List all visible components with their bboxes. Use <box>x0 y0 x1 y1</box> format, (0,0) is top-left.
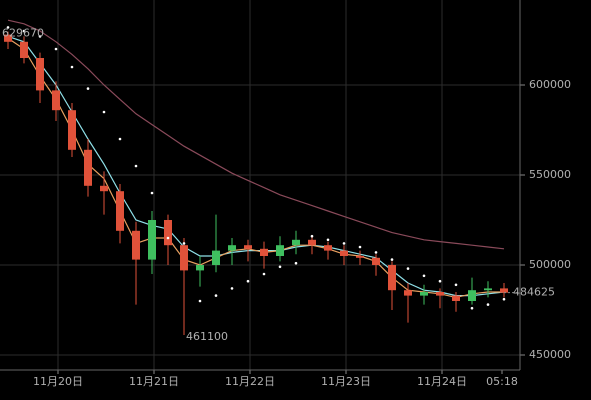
sar-dot <box>230 287 234 290</box>
x-tick-label: 11月20日 <box>33 375 83 388</box>
candle-body <box>388 265 396 291</box>
sar-dot <box>326 238 330 242</box>
candle-body <box>260 248 268 257</box>
sar-dot <box>70 65 74 69</box>
candle-body <box>212 250 220 266</box>
min-price-label: 461100 <box>186 330 228 343</box>
candle-body <box>180 245 188 271</box>
sar-dot <box>470 306 474 310</box>
candle-body <box>452 295 460 302</box>
sar-dot <box>22 29 26 33</box>
sar-dot <box>198 299 202 303</box>
moving-average <box>7 35 505 297</box>
sar-dot <box>406 267 410 270</box>
candle-body <box>356 256 364 258</box>
sar-dot <box>294 261 298 265</box>
candle-body <box>36 57 44 91</box>
candle-body <box>20 41 28 58</box>
sar-dot <box>150 191 154 195</box>
candle-body <box>116 191 124 231</box>
candle-body <box>340 250 348 257</box>
sar-dot <box>278 265 282 269</box>
y-tick-label: 600000 <box>529 78 571 91</box>
sar-dot <box>262 272 266 276</box>
candle-body <box>84 149 92 186</box>
candle-body <box>148 220 156 260</box>
candle-body <box>244 245 252 249</box>
sar-dot <box>502 297 506 301</box>
x-tick-label: 11月21日 <box>129 375 179 388</box>
candle-body <box>372 257 380 266</box>
x-tick-label: 05:18 <box>486 375 518 388</box>
sar-dot <box>6 26 10 29</box>
candle-body <box>164 220 172 246</box>
candle-body <box>68 110 76 150</box>
candle-body <box>484 288 492 291</box>
sar-dot <box>214 294 218 297</box>
candle-body <box>404 290 412 296</box>
sar-dot <box>54 47 58 51</box>
candle-body <box>468 290 476 302</box>
candle-body <box>52 90 60 111</box>
sar-dot <box>166 236 170 240</box>
sar-dot <box>374 251 378 254</box>
sar-dot <box>390 258 394 261</box>
candle-body <box>276 245 284 257</box>
sar-dot <box>358 245 362 249</box>
sar-dot <box>454 283 458 287</box>
sar-dot <box>118 137 122 141</box>
sar-dot <box>134 164 138 168</box>
y-tick-label: 500000 <box>529 258 571 271</box>
candle-body <box>500 288 508 293</box>
max-price-label: 629670 <box>2 27 44 40</box>
moving-average <box>7 19 505 250</box>
y-tick-label: 450000 <box>529 348 571 361</box>
y-tick-label: 550000 <box>529 168 571 181</box>
sar-dot <box>438 279 442 283</box>
sar-dot <box>86 87 90 90</box>
candle-body <box>196 265 204 271</box>
x-tick-label: 11月24日 <box>417 375 467 388</box>
sar-dot <box>342 242 346 245</box>
candle-body <box>100 185 108 192</box>
sar-dot <box>246 279 250 283</box>
candle-body <box>324 245 332 251</box>
sar-dot <box>38 35 42 38</box>
candle-body <box>292 239 300 246</box>
candle-body <box>132 230 140 260</box>
last-price-label: 484625 <box>513 286 555 299</box>
sar-dot <box>310 234 314 238</box>
x-tick-label: 11月22日 <box>225 375 275 388</box>
sar-dot <box>182 242 186 245</box>
candle-body <box>228 245 236 251</box>
x-tick-label: 11月23日 <box>321 375 371 388</box>
sar-dot <box>102 110 106 114</box>
candle-body <box>436 292 444 296</box>
sar-dot <box>486 303 490 306</box>
sar-dot <box>422 274 426 278</box>
candle-body <box>308 239 316 246</box>
moving-average <box>7 37 504 299</box>
candle-body <box>4 34 12 42</box>
candle-body <box>420 292 428 296</box>
